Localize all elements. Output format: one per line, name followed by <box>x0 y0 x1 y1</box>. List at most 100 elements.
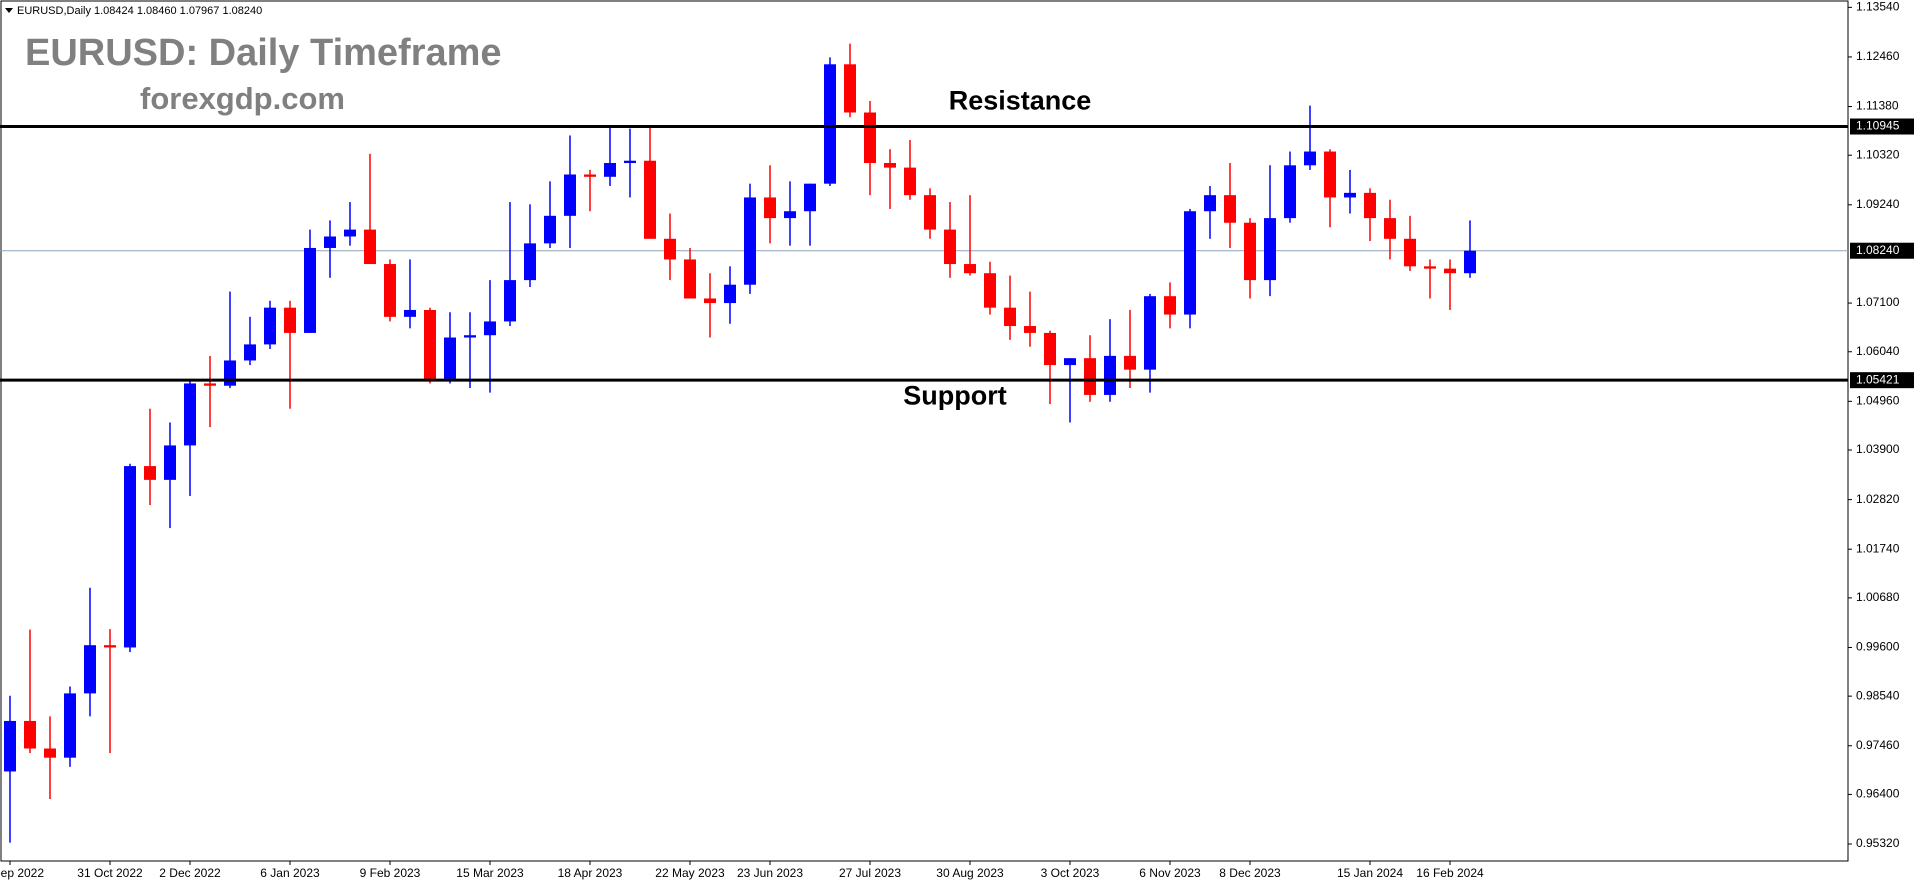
candle-body <box>1264 218 1276 281</box>
candle-body <box>244 344 256 361</box>
candle-body <box>224 360 236 386</box>
candle-body <box>1384 218 1396 239</box>
candle-body <box>544 215 556 244</box>
candle-body <box>184 383 196 446</box>
y-tick-label: 1.10320 <box>1856 147 1900 161</box>
level-price-label: 1.10945 <box>1856 119 1900 133</box>
y-tick-label: 1.03900 <box>1856 442 1900 456</box>
candle-body <box>264 307 276 345</box>
y-tick-label: 1.00680 <box>1856 590 1900 604</box>
x-tick-label: 27 Jul 2023 <box>839 866 901 880</box>
candle-body <box>1424 266 1436 269</box>
candle-body <box>44 748 56 758</box>
candle-body <box>24 720 36 749</box>
candle-body <box>204 383 216 386</box>
candle-body <box>1364 192 1376 219</box>
y-tick-label: 1.09240 <box>1856 197 1900 211</box>
x-tick-label: 15 Jan 2024 <box>1337 866 1403 880</box>
level-price-box <box>1850 118 1914 135</box>
candle-body <box>164 445 176 480</box>
x-tick-label: 3 Oct 2023 <box>1041 866 1100 880</box>
candle-body <box>524 243 536 281</box>
candle-body <box>984 273 996 308</box>
candle-body <box>1144 296 1156 370</box>
candle-body <box>404 309 416 317</box>
y-tick-label: 1.13540 <box>1856 0 1900 14</box>
current-price-label: 1.08240 <box>1856 243 1900 257</box>
chart-subtitle: forexgdp.com <box>140 81 345 116</box>
candle-body <box>1224 195 1236 223</box>
y-tick-label: 0.98540 <box>1856 688 1900 702</box>
candle-body <box>1064 358 1076 366</box>
candle-body <box>1304 151 1316 166</box>
candle-body <box>584 174 596 177</box>
y-tick-label: 1.02820 <box>1856 492 1900 506</box>
menu-arrow <box>5 8 13 13</box>
x-tick-label: 6 Nov 2023 <box>1139 866 1201 880</box>
candle-body <box>1204 195 1216 212</box>
x-tick-label: 9 Feb 2023 <box>360 866 421 880</box>
candle-body <box>484 321 496 336</box>
y-tick-label: 1.04960 <box>1856 394 1900 408</box>
x-tick-label: 16 Feb 2024 <box>1416 866 1484 880</box>
candle-body <box>784 211 796 219</box>
candle-body <box>864 112 876 164</box>
level-name: Support <box>903 380 1006 410</box>
y-tick-label: 1.07100 <box>1856 295 1900 309</box>
y-tick-label: 1.06040 <box>1856 344 1900 358</box>
candle-body <box>344 229 356 237</box>
candle-body <box>944 229 956 265</box>
candle-body <box>1344 192 1356 198</box>
x-tick-label: 6 Jan 2023 <box>260 866 320 880</box>
candle-body <box>804 183 816 212</box>
candle-body <box>284 307 296 333</box>
candle-body <box>1464 250 1476 274</box>
candle-body <box>384 264 396 317</box>
candle-body <box>684 259 696 299</box>
candle-body <box>1404 238 1416 267</box>
x-tick-label: 15 Mar 2023 <box>456 866 524 880</box>
candle-body <box>504 280 516 322</box>
x-tick-label: 22 May 2023 <box>655 866 725 880</box>
candle-body <box>644 160 656 239</box>
y-tick-label: 1.01740 <box>1856 541 1900 555</box>
candle-body <box>1184 211 1196 315</box>
candle-body <box>1024 326 1036 333</box>
candle-body <box>724 284 736 304</box>
chart-header: EURUSD,Daily 1.08424 1.08460 1.07967 1.0… <box>17 5 262 17</box>
candle-body <box>1444 268 1456 274</box>
y-tick-label: 1.12460 <box>1856 49 1900 63</box>
candle-body <box>424 309 436 379</box>
y-tick-label: 1.11380 <box>1856 99 1899 113</box>
plot-frame <box>0 0 1849 862</box>
level-price-box <box>1850 372 1914 389</box>
candle-body <box>664 238 676 260</box>
candle-body <box>84 645 96 694</box>
candle-body <box>64 693 76 758</box>
x-tick-label: 8 Dec 2023 <box>1219 866 1281 880</box>
x-tick-label: 27 Sep 2022 <box>0 866 44 880</box>
candle-body <box>904 167 916 196</box>
candle-body <box>304 247 316 333</box>
candle-body <box>744 197 756 285</box>
level-name: Resistance <box>949 86 1092 116</box>
candle-body <box>324 236 336 248</box>
candle-body <box>844 64 856 113</box>
candle-body <box>1324 151 1336 198</box>
candle-body <box>1164 296 1176 315</box>
candle-body <box>1284 165 1296 219</box>
candle-body <box>364 229 376 265</box>
candle-body <box>104 645 116 648</box>
candle-body <box>144 466 156 480</box>
candle-body <box>764 197 776 219</box>
candle-body <box>624 160 636 164</box>
x-tick-label: 23 Jun 2023 <box>737 866 803 880</box>
candle-body <box>1244 222 1256 281</box>
candle-body <box>4 720 16 772</box>
candle-body <box>464 335 476 338</box>
candle-body <box>1044 332 1056 366</box>
level-price-label: 1.05421 <box>1856 372 1900 386</box>
candle-body <box>604 163 616 177</box>
candle-body <box>124 466 136 648</box>
